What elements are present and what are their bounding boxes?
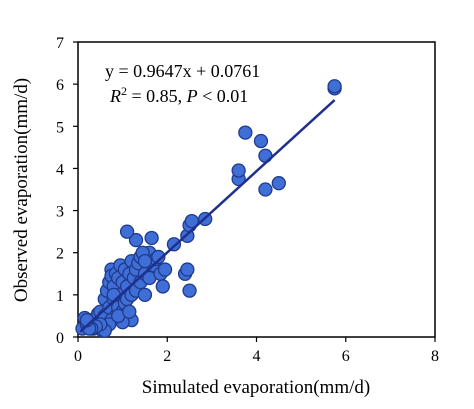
data-point-76	[182, 283, 197, 298]
regression-equation: y = 0.9647x + 0.0761	[105, 61, 260, 81]
x-tick-label-2: 2	[163, 348, 171, 365]
x-axis-label: Simulated evaporation(mm/d)	[142, 377, 370, 398]
data-point-86	[327, 79, 342, 94]
axis-ticks: 0 2 4 6 8 0 1 2 3 4 5 6 7	[56, 35, 439, 365]
x-tick-label-6: 6	[342, 348, 350, 365]
data-point-80	[238, 125, 253, 140]
data-point-53	[144, 230, 159, 246]
data-point-42	[137, 287, 153, 303]
x-tick-label-0: 0	[74, 348, 82, 365]
data-point-69	[122, 304, 137, 319]
data-point-50	[128, 232, 144, 248]
r-superscript: 2	[121, 84, 127, 98]
y-tick-label-1: 1	[56, 288, 64, 305]
data-point-55	[119, 224, 135, 239]
data-point-81	[253, 133, 269, 149]
data-point-83	[258, 182, 273, 197]
y-tick-label-5: 5	[56, 119, 64, 136]
y-tick-label-6: 6	[56, 77, 64, 94]
data-point-70	[166, 237, 182, 252]
regression-line	[79, 99, 336, 333]
y-tick-label-4: 4	[56, 161, 64, 178]
r-label: R	[109, 86, 121, 106]
y-tick-label-3: 3	[56, 204, 64, 221]
data-point-84	[271, 176, 286, 191]
data-point-52	[137, 253, 153, 269]
data-point-48	[151, 249, 166, 265]
y-tick-label-0: 0	[56, 330, 64, 347]
x-tick-label-8: 8	[431, 348, 439, 365]
p-label: P	[186, 86, 198, 106]
data-point-79	[231, 163, 246, 178]
data-point-59	[106, 287, 121, 303]
data-point-56	[157, 262, 173, 277]
r-squared-value: = 0.85,	[127, 86, 187, 106]
data-point-75	[184, 213, 199, 229]
data-point-72	[180, 262, 195, 277]
p-value: < 0.01	[198, 86, 249, 106]
data-point-54	[155, 279, 170, 294]
y-tick-label-7: 7	[56, 35, 64, 52]
r-squared-annotation: R2 = 0.85, P < 0.01	[109, 84, 248, 106]
y-axis-label: Observed evaporation(mm/d)	[11, 78, 32, 302]
y-tick-label-2: 2	[56, 246, 64, 263]
x-tick-label-4: 4	[253, 348, 261, 365]
